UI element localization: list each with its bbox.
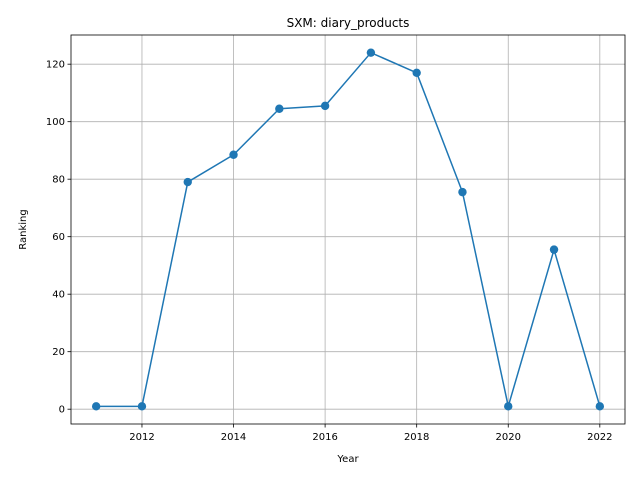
grid	[71, 35, 625, 424]
data-point	[183, 177, 192, 187]
data-point	[366, 48, 376, 57]
data-point	[229, 150, 238, 159]
x-tick-label: 2014	[221, 432, 246, 443]
x-tick-label: 2018	[404, 432, 429, 443]
x-tick-label: 2016	[312, 432, 337, 443]
data-point	[504, 402, 513, 411]
x-axis-label: Year	[336, 454, 359, 465]
x-tick-label: 2012	[129, 432, 154, 443]
y-tick-label: 100	[46, 117, 65, 128]
x-tick-label: 2020	[496, 432, 521, 443]
data-point	[137, 402, 147, 411]
data-point	[320, 101, 330, 111]
y-tick-label: 40	[52, 290, 65, 301]
chart-title: SXM: diary_products	[287, 16, 410, 30]
y-tick-label: 120	[46, 60, 65, 71]
x-tick-label: 2022	[587, 432, 612, 443]
y-tick-label: 60	[52, 232, 65, 243]
data-point	[595, 402, 605, 411]
data-point	[91, 402, 101, 411]
data-point	[412, 68, 421, 78]
y-tick-label: 80	[52, 175, 65, 186]
plot-frame	[70, 34, 626, 425]
series-line	[96, 51, 601, 408]
y-tick-label: 20	[52, 347, 65, 358]
data-point	[549, 245, 559, 254]
data-point	[275, 104, 284, 113]
series-layer	[91, 48, 605, 411]
y-axis-label: Ranking	[18, 209, 29, 249]
y-tick-label: 0	[59, 405, 65, 416]
ticks: 2012 2014 2016 2018 2020 2022 0 20 40 60 80 100 120	[46, 60, 613, 443]
data-point	[458, 187, 467, 197]
